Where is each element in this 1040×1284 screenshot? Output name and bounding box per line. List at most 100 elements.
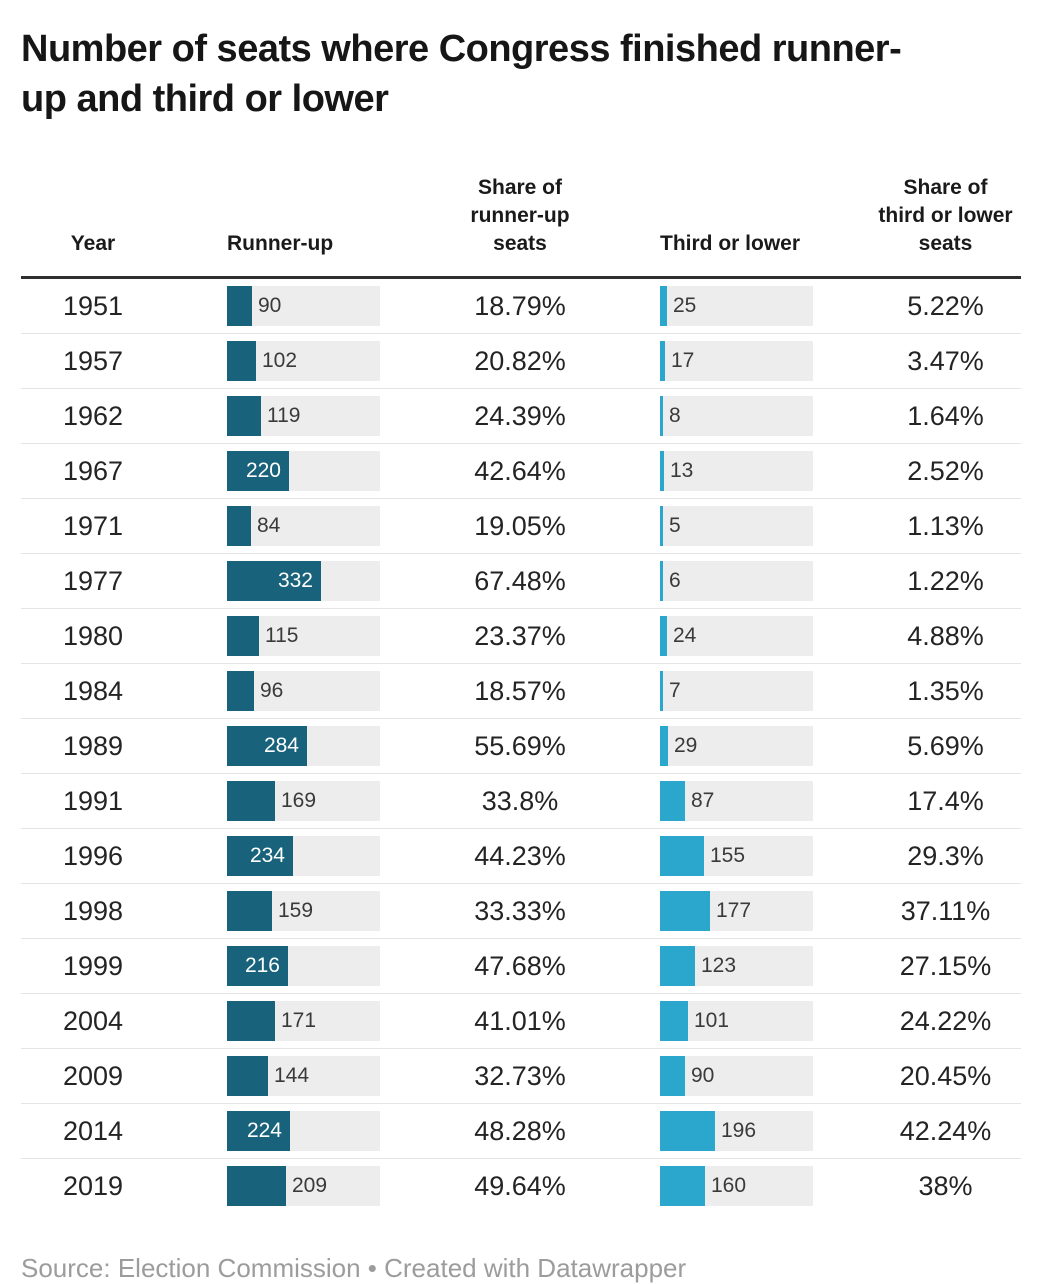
runner-up-bar-cell: 216 bbox=[165, 946, 390, 986]
runner-up-bar-track: 284 bbox=[227, 726, 380, 766]
table-row: 1984 96 18.57% 7 1.35% bbox=[21, 663, 1021, 718]
third-or-lower-value: 24 bbox=[673, 624, 697, 647]
third-or-lower-bar-cell: 101 bbox=[650, 1001, 870, 1041]
table-row: 1989 284 55.69% 29 5.69% bbox=[21, 718, 1021, 773]
third-or-lower-value: 123 bbox=[701, 954, 737, 977]
year-cell: 2009 bbox=[62, 1060, 124, 1091]
third-or-lower-bar-cell: 123 bbox=[650, 946, 870, 986]
table-row: 1962 119 24.39% 8 1.64% bbox=[21, 388, 1021, 443]
third-or-lower-bar bbox=[660, 1001, 688, 1041]
third-or-lower-share-cell: 1.35% bbox=[907, 675, 984, 706]
year-cell: 1991 bbox=[62, 785, 124, 816]
third-or-lower-value: 17 bbox=[671, 349, 695, 372]
third-or-lower-bar-track: 7 bbox=[660, 671, 813, 711]
third-or-lower-bar-cell: 13 bbox=[650, 451, 870, 491]
runner-up-bar-cell: 144 bbox=[165, 1056, 390, 1096]
runner-up-bar-track: 159 bbox=[227, 891, 380, 931]
year-cell: 1984 bbox=[62, 675, 124, 706]
runner-up-share-cell: 20.82% bbox=[474, 345, 566, 376]
third-or-lower-bar-cell: 5 bbox=[650, 506, 870, 546]
runner-up-bar-track: 216 bbox=[227, 946, 380, 986]
year-cell: 1967 bbox=[62, 455, 124, 486]
third-or-lower-bar-track: 123 bbox=[660, 946, 813, 986]
runner-up-bar bbox=[227, 451, 289, 491]
column-header-runner-up: Runner-up bbox=[227, 232, 334, 255]
runner-up-bar bbox=[227, 1166, 286, 1206]
third-or-lower-bar-cell: 24 bbox=[650, 616, 870, 656]
table-row: 1977 332 67.48% 6 1.22% bbox=[21, 553, 1021, 608]
third-or-lower-share-cell: 38% bbox=[918, 1170, 973, 1201]
year-cell: 1998 bbox=[62, 895, 124, 926]
runner-up-bar-track: 119 bbox=[227, 396, 380, 436]
third-or-lower-share-cell: 27.15% bbox=[899, 950, 992, 981]
third-or-lower-value: 29 bbox=[674, 734, 698, 757]
third-or-lower-bar-track: 101 bbox=[660, 1001, 813, 1041]
column-header-third-or-lower: Third or lower bbox=[660, 232, 801, 255]
third-or-lower-share-cell: 5.69% bbox=[907, 730, 984, 761]
third-or-lower-bar bbox=[660, 726, 668, 766]
runner-up-share-cell: 44.23% bbox=[474, 840, 566, 871]
runner-up-value: 90 bbox=[258, 294, 282, 317]
year-cell: 1989 bbox=[62, 730, 124, 761]
source-attribution: Source: Election Commission • Created wi… bbox=[21, 1253, 687, 1283]
third-or-lower-value: 13 bbox=[670, 459, 694, 482]
third-or-lower-bar bbox=[660, 341, 665, 381]
runner-up-bar-cell: 96 bbox=[165, 671, 390, 711]
runner-up-share-cell: 33.33% bbox=[474, 895, 566, 926]
runner-up-bar-cell: 159 bbox=[165, 891, 390, 931]
table-row: 2014 224 48.28% 196 42.24% bbox=[21, 1103, 1021, 1158]
third-or-lower-share-cell: 42.24% bbox=[899, 1115, 992, 1146]
third-or-lower-bar-cell: 155 bbox=[650, 836, 870, 876]
runner-up-bar bbox=[227, 726, 307, 766]
third-or-lower-bar bbox=[660, 671, 663, 711]
runner-up-share-cell: 49.64% bbox=[474, 1170, 566, 1201]
table-row: 1998 159 33.33% 177 37.11% bbox=[21, 883, 1021, 938]
third-or-lower-share-cell: 2.52% bbox=[907, 455, 984, 486]
runner-up-bar bbox=[227, 396, 261, 436]
runner-up-value: 96 bbox=[260, 679, 284, 702]
runner-up-bar-track: 224 bbox=[227, 1111, 380, 1151]
runner-up-share-cell: 47.68% bbox=[474, 950, 566, 981]
runner-up-bar bbox=[227, 1056, 268, 1096]
runner-up-bar bbox=[227, 781, 275, 821]
third-or-lower-bar-cell: 7 bbox=[650, 671, 870, 711]
third-or-lower-bar-track: 13 bbox=[660, 451, 813, 491]
third-or-lower-bar-track: 29 bbox=[660, 726, 813, 766]
table-row: 1996 234 44.23% 155 29.3% bbox=[21, 828, 1021, 883]
runner-up-share-cell: 24.39% bbox=[474, 400, 566, 431]
runner-up-share-cell: 23.37% bbox=[474, 620, 566, 651]
year-cell: 2004 bbox=[62, 1005, 124, 1036]
runner-up-bar-cell: 119 bbox=[165, 396, 390, 436]
third-or-lower-value: 160 bbox=[711, 1174, 747, 1197]
year-cell: 1999 bbox=[62, 950, 124, 981]
third-or-lower-bar-cell: 6 bbox=[650, 561, 870, 601]
runner-up-value: 224 bbox=[246, 1119, 282, 1142]
third-or-lower-value: 87 bbox=[691, 789, 715, 812]
third-or-lower-bar-track: 25 bbox=[660, 286, 813, 326]
runner-up-bar-track: 90 bbox=[227, 286, 380, 326]
third-or-lower-bar-track: 90 bbox=[660, 1056, 813, 1096]
runner-up-bar-cell: 234 bbox=[165, 836, 390, 876]
table-row: 1991 169 33.8% 87 17.4% bbox=[21, 773, 1021, 828]
runner-up-bar bbox=[227, 946, 288, 986]
third-or-lower-bar bbox=[660, 451, 664, 491]
third-or-lower-value: 196 bbox=[721, 1119, 757, 1142]
third-or-lower-share-cell: 29.3% bbox=[907, 840, 984, 871]
runner-up-bar-track: 209 bbox=[227, 1166, 380, 1206]
third-or-lower-bar-track: 87 bbox=[660, 781, 813, 821]
runner-up-bar bbox=[227, 506, 251, 546]
third-or-lower-bar bbox=[660, 1166, 705, 1206]
runner-up-value: 169 bbox=[281, 789, 317, 812]
column-header-share-third: Share of third or lower seats bbox=[878, 176, 1013, 255]
runner-up-value: 332 bbox=[277, 569, 313, 592]
third-or-lower-value: 101 bbox=[694, 1009, 730, 1032]
runner-up-bar-track: 144 bbox=[227, 1056, 380, 1096]
third-or-lower-bar-cell: 196 bbox=[650, 1111, 870, 1151]
third-or-lower-share-cell: 1.13% bbox=[907, 510, 984, 541]
third-or-lower-share-cell: 20.45% bbox=[899, 1060, 992, 1091]
runner-up-bar bbox=[227, 341, 256, 381]
runner-up-bar bbox=[227, 671, 254, 711]
runner-up-share-cell: 55.69% bbox=[474, 730, 566, 761]
third-or-lower-bar-track: 17 bbox=[660, 341, 813, 381]
